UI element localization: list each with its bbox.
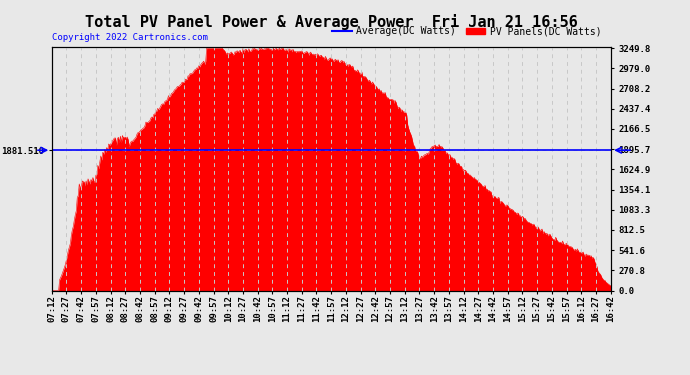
Legend: Average(DC Watts), PV Panels(DC Watts): Average(DC Watts), PV Panels(DC Watts) (328, 22, 606, 40)
Title: Total PV Panel Power & Average Power  Fri Jan 21 16:56: Total PV Panel Power & Average Power Fri… (85, 14, 578, 30)
Text: Copyright 2022 Cartronics.com: Copyright 2022 Cartronics.com (52, 33, 208, 42)
